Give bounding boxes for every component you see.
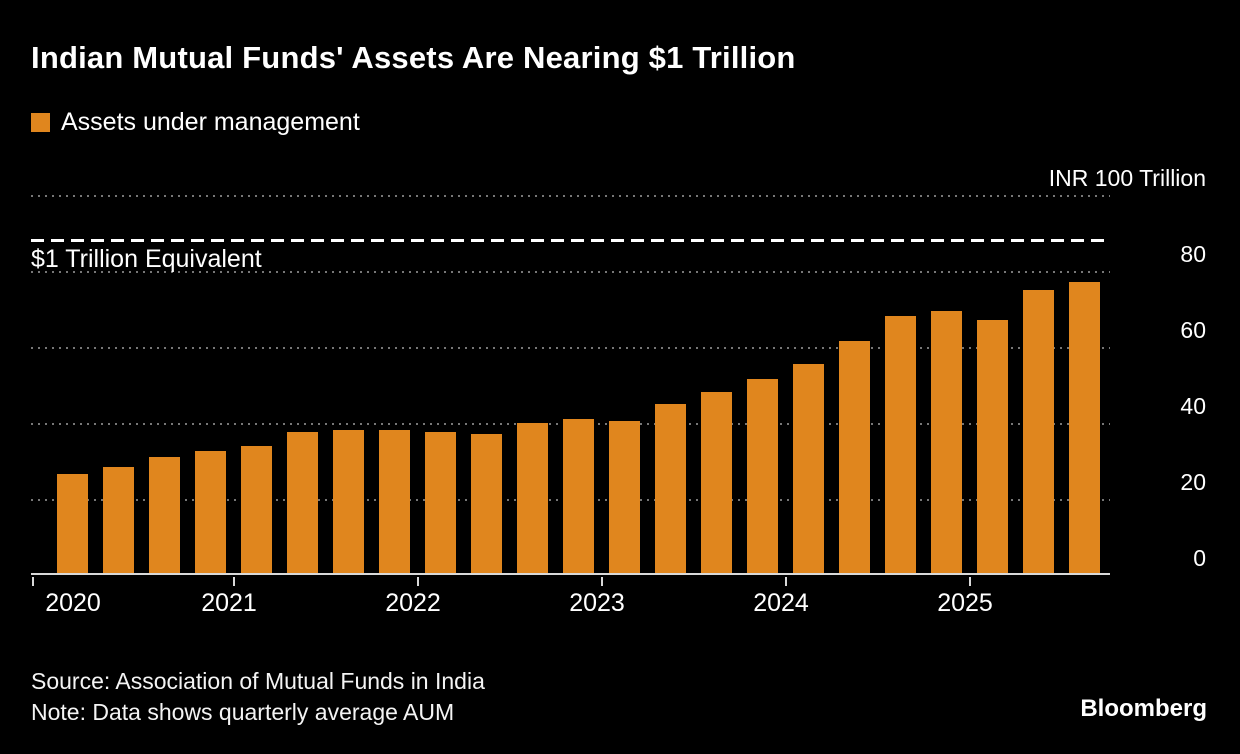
bar (517, 423, 548, 573)
y-tick-label: 40 (1180, 393, 1206, 419)
x-tick-label: 2023 (569, 589, 625, 617)
legend-swatch-icon (31, 113, 50, 132)
y-tick-label: 0 (1193, 545, 1206, 571)
bar (931, 311, 962, 573)
bar (333, 430, 364, 573)
chart-title: Indian Mutual Funds' Assets Are Nearing … (31, 40, 796, 75)
source-text: Source: Association of Mutual Funds in I… (31, 668, 485, 694)
bar (287, 432, 318, 573)
bar (563, 419, 594, 573)
legend-label: Assets under management (61, 108, 360, 136)
bar (747, 379, 778, 573)
threshold-label: $1 Trillion Equivalent (31, 245, 262, 273)
y-tick-label: 60 (1180, 317, 1206, 343)
y-tick-label: 80 (1180, 241, 1206, 267)
bar (103, 467, 134, 573)
bloomberg-logo: Bloomberg (1080, 695, 1207, 722)
x-axis-tick (32, 577, 34, 586)
bar (1069, 282, 1100, 573)
bar (471, 434, 502, 573)
x-tick-label: 2020 (45, 589, 101, 617)
bar (195, 451, 226, 573)
plot-area: $1 Trillion Equivalent (31, 195, 1110, 575)
threshold-line (31, 239, 1110, 242)
bar (977, 320, 1008, 573)
x-axis-tick (969, 577, 971, 586)
gridline (31, 195, 1110, 197)
x-tick-label: 2022 (385, 589, 441, 617)
x-axis-tick (601, 577, 603, 586)
bar (655, 404, 686, 573)
x-axis-tick (785, 577, 787, 586)
x-tick-label: 2025 (937, 589, 993, 617)
gridline (31, 271, 1110, 273)
note-text: Note: Data shows quarterly average AUM (31, 699, 455, 725)
bar (701, 392, 732, 573)
x-tick-label: 2024 (753, 589, 809, 617)
bar (839, 341, 870, 573)
legend: Assets under management (31, 108, 360, 137)
y-axis-unit-label: INR 100 Trillion (1048, 165, 1206, 191)
bar (885, 316, 916, 573)
bar (57, 474, 88, 573)
bar (241, 446, 272, 573)
bar (609, 421, 640, 573)
y-tick-label: 20 (1180, 469, 1206, 495)
x-axis-line (31, 573, 1110, 575)
bar (793, 364, 824, 573)
bar (379, 430, 410, 573)
bar (149, 457, 180, 573)
bar (1023, 290, 1054, 573)
x-axis-tick (233, 577, 235, 586)
gridline (31, 347, 1110, 349)
x-tick-label: 2021 (201, 589, 257, 617)
x-axis-tick (417, 577, 419, 586)
bar (425, 432, 456, 573)
